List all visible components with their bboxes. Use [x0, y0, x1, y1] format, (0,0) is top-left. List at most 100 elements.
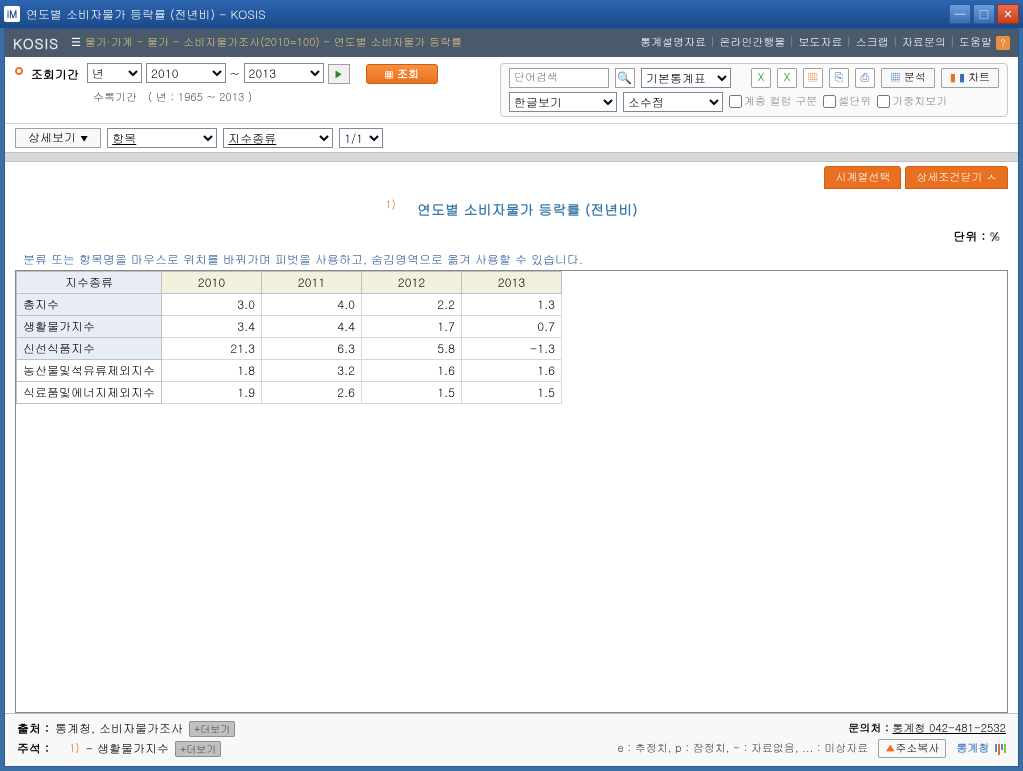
keyword-search-button[interactable]: 🔍: [615, 68, 635, 88]
data-cell: 6.3: [262, 337, 362, 359]
row-header[interactable]: 총지수: [17, 293, 162, 315]
minimize-button[interactable]: ─: [949, 4, 971, 24]
titlebar: iM 연도별 소비자물가 등락률 (전년비) - KOSIS ─ □ ✕: [0, 0, 1023, 28]
contact-link[interactable]: 통계청 042-481-2532: [892, 721, 1006, 736]
breadcrumb: ☰ 물가·가계 - 물가 - 소비자물가조사(2010=100) - 연도별 소…: [71, 35, 640, 50]
data-grid: 지수종류2010201120122013총지수3.04.02.21.3생활물가지…: [15, 270, 1008, 713]
unit-label: 단위 : %: [5, 224, 1018, 249]
footer: 출처 : 통계청, 소비자물가조사 +더보기 문의처 : 통계청 042-481…: [5, 713, 1018, 766]
col-year[interactable]: 2010: [162, 271, 262, 293]
col-year[interactable]: 2011: [262, 271, 362, 293]
top-links: 통계설명자료 온라인간행물 보도자료 스크랩 자료문의 도움말: [640, 35, 992, 50]
data-cell: 4.4: [262, 315, 362, 337]
title-sup: 1): [385, 198, 395, 213]
chk-col-label[interactable]: 계층 컬럼 구분: [729, 94, 817, 109]
source-label: 출처 :: [17, 720, 49, 737]
data-cell: 2.2: [362, 293, 462, 315]
bullet-icon: [15, 67, 23, 75]
lang-select[interactable]: 한글보기: [509, 92, 617, 112]
tab-time-series[interactable]: 시계열선택: [824, 166, 901, 189]
chk-col[interactable]: [729, 95, 742, 108]
tab-cond-close[interactable]: 상세조건닫기 ㅅ: [905, 166, 1008, 189]
copy-address-button[interactable]: ▲주소복사: [878, 739, 946, 758]
index-type-select[interactable]: 지수종류: [223, 128, 333, 148]
period-type-select[interactable]: 년: [87, 63, 142, 83]
search-button[interactable]: ▦ 조회: [366, 64, 439, 84]
clipboard-icon[interactable]: ⎘: [829, 68, 849, 88]
item-select[interactable]: 항목: [107, 128, 217, 148]
analyze-button[interactable]: ▦분석: [881, 68, 935, 88]
table-row: 농산물및석유류제외지수1.83.21.61.6: [17, 359, 562, 381]
link-online-pub[interactable]: 온라인간행물: [719, 35, 794, 50]
close-button[interactable]: ✕: [997, 4, 1019, 24]
keyword-input[interactable]: [509, 68, 609, 88]
chk-cell-label[interactable]: 셀단위: [823, 94, 871, 109]
table-row: 생활물가지수3.44.41.70.7: [17, 315, 562, 337]
link-inquiry[interactable]: 자료문의: [902, 35, 955, 50]
toolbar-secondary: 상세보기 ▼ 항목 지수종류 1/1: [5, 124, 1018, 152]
data-cell: 21.3: [162, 337, 262, 359]
app-icon: iM: [4, 6, 20, 22]
data-cell: 5.8: [362, 337, 462, 359]
stats-logo: 통계청: [956, 741, 1006, 756]
chk-weight-label[interactable]: 가중치보기: [877, 94, 947, 109]
toolbar-right-panel: 🔍 기본통계표 X X ▦ ⎘ ⎙ ▦분석 ▮▮차트 한글보기 소수점 계층 컬…: [500, 63, 1008, 117]
data-cell: 1.9: [162, 381, 262, 403]
stat-type-select[interactable]: 기본통계표: [641, 68, 731, 88]
chart-button[interactable]: ▮▮차트: [941, 68, 999, 88]
instruction-text: 분류 또는 항목명을 마우스로 위치를 바꿔가며 피벗을 사용하고, 숨김영역으…: [5, 249, 1018, 270]
chk-cell[interactable]: [823, 95, 836, 108]
data-cell: 3.0: [162, 293, 262, 315]
row-header[interactable]: 농산물및석유류제외지수: [17, 359, 162, 381]
period-from-select[interactable]: 2010: [146, 63, 226, 83]
table-row: 신선식품지수21.36.35.8-1.3: [17, 337, 562, 359]
table-row: 식료품및에너지제외지수1.92.61.51.5: [17, 381, 562, 403]
data-cell: 4.0: [262, 293, 362, 315]
link-help[interactable]: 도움말: [959, 35, 992, 50]
col-year[interactable]: 2013: [462, 271, 562, 293]
page-select[interactable]: 1/1: [339, 128, 383, 148]
period-go-button[interactable]: ▶: [328, 64, 350, 84]
row-header[interactable]: 식료품및에너지제외지수: [17, 381, 162, 403]
hwp-icon[interactable]: ▦: [803, 68, 823, 88]
decimal-select[interactable]: 소수점: [623, 92, 723, 112]
data-cell: 3.4: [162, 315, 262, 337]
data-cell: -1.3: [462, 337, 562, 359]
window-buttons: ─ □ ✕: [949, 4, 1019, 24]
data-cell: 3.2: [262, 359, 362, 381]
toolbar-primary: 조회기간 년 2010 ~ 2013 ▶ ▦ 조회 수록기간 ( 년 : 196…: [5, 57, 1018, 124]
excel2-icon[interactable]: X: [777, 68, 797, 88]
excel-icon[interactable]: X: [751, 68, 771, 88]
col-year[interactable]: 2012: [362, 271, 462, 293]
link-stat-desc[interactable]: 통계설명자료: [640, 35, 715, 50]
data-cell: 1.5: [462, 381, 562, 403]
window-title: 연도별 소비자물가 등락률 (전년비) - KOSIS: [26, 6, 949, 23]
col-category[interactable]: 지수종류: [17, 271, 162, 293]
data-cell: 1.8: [162, 359, 262, 381]
period-label: 조회기간: [31, 66, 79, 83]
row-header[interactable]: 신선식품지수: [17, 337, 162, 359]
data-cell: 0.7: [462, 315, 562, 337]
title-area: 1) 연도별 소비자물가 등락률 (전년비): [5, 193, 1018, 224]
data-cell: 1.5: [362, 381, 462, 403]
menubar: KOSIS ☰ 물가·가계 - 물가 - 소비자물가조사(2010=100) -…: [5, 29, 1018, 57]
data-table: 지수종류2010201120122013총지수3.04.02.21.3생활물가지…: [16, 271, 562, 404]
maximize-button[interactable]: □: [973, 4, 995, 24]
period-to-select[interactable]: 2013: [244, 63, 324, 83]
chk-weight[interactable]: [877, 95, 890, 108]
help-icon[interactable]: ?: [996, 36, 1010, 50]
source-text: 통계청, 소비자물가조사: [55, 720, 183, 737]
print-icon[interactable]: ⎙: [855, 68, 875, 88]
row-header[interactable]: 생활물가지수: [17, 315, 162, 337]
note-more-button[interactable]: +더보기: [175, 741, 221, 757]
source-more-button[interactable]: +더보기: [189, 721, 235, 737]
note-text: - 생활물가지수: [85, 740, 169, 757]
detail-view-button[interactable]: 상세보기 ▼: [15, 128, 101, 148]
table-row: 총지수3.04.02.21.3: [17, 293, 562, 315]
link-scrap[interactable]: 스크랩: [856, 35, 898, 50]
data-cell: 2.6: [262, 381, 362, 403]
data-cell: 1.3: [462, 293, 562, 315]
tab-row: 시계열선택 상세조건닫기 ㅅ: [5, 162, 1018, 193]
divider: [5, 152, 1018, 162]
link-press[interactable]: 보도자료: [798, 35, 851, 50]
